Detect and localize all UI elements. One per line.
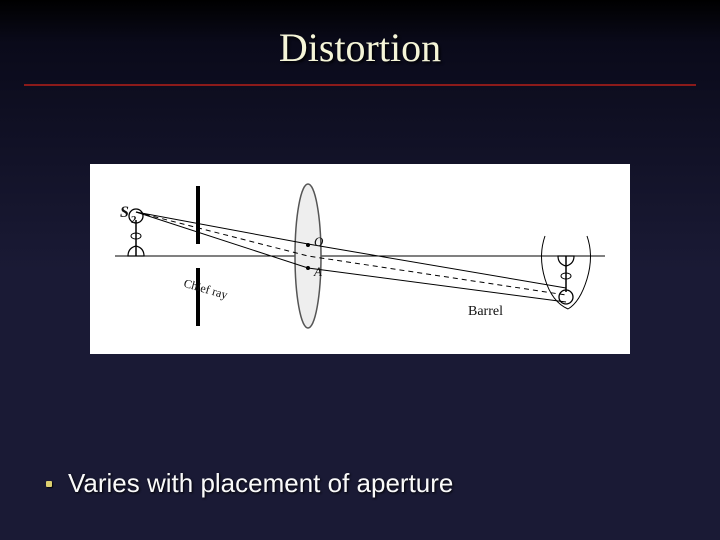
label-object-S: S <box>120 204 129 222</box>
label-point-O: O <box>314 234 323 250</box>
label-point-A: A <box>314 264 322 280</box>
optics-diagram-svg <box>90 164 630 354</box>
bullet-text: Varies with placement of aperture <box>68 468 453 499</box>
optics-figure: S 2 Chief ray O A Barrel <box>90 164 630 354</box>
label-barrel: Barrel <box>468 304 503 320</box>
label-object-S-sub: 2 <box>131 214 137 226</box>
bullet-marker-icon <box>46 481 52 487</box>
bullet-item: Varies with placement of aperture <box>46 468 453 499</box>
title-underline <box>24 84 696 86</box>
slide-title: Distortion <box>0 24 720 71</box>
